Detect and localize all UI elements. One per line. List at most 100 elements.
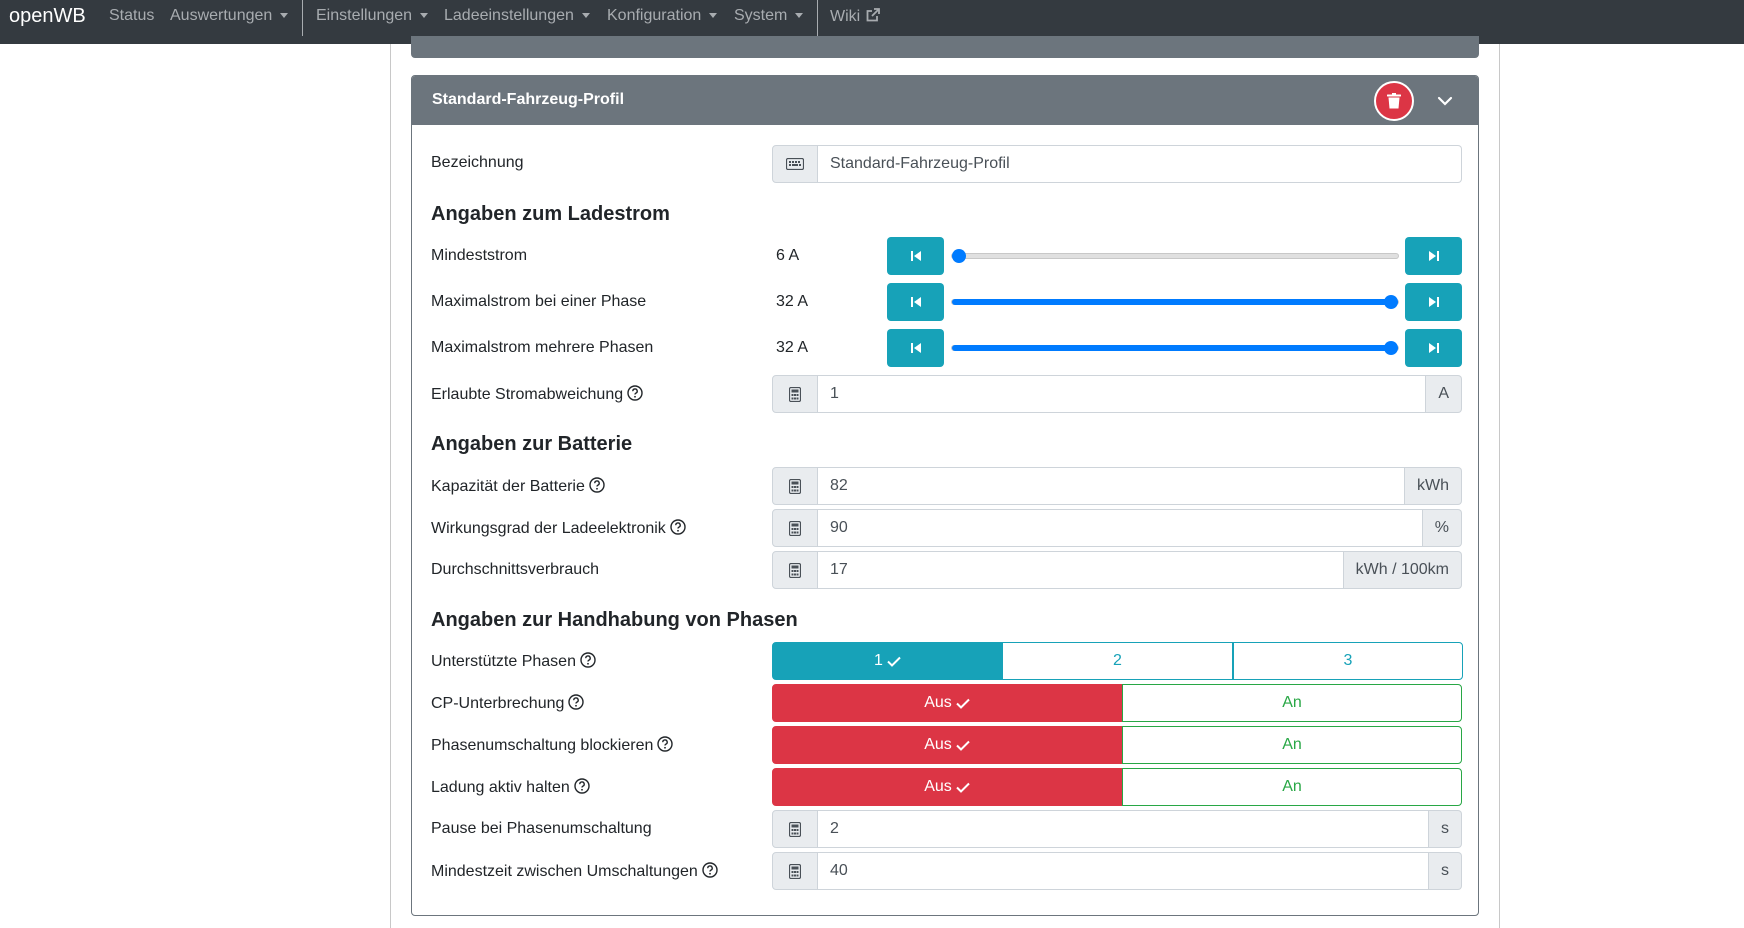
calculator-icon bbox=[789, 478, 801, 494]
section-batterie-heading: Angaben zur Batterie bbox=[431, 433, 633, 455]
max-mehrere-phasen-slider[interactable] bbox=[951, 341, 1399, 355]
ladung-aktiv-aus-button[interactable]: Aus bbox=[772, 768, 1122, 806]
nav-ladeeinstellungen[interactable]: Ladeeinstellungen bbox=[444, 7, 590, 25]
brand-logo[interactable]: openWB bbox=[9, 5, 86, 27]
nav-auswertungen[interactable]: Auswertungen bbox=[170, 7, 289, 25]
max-eine-phase-slider[interactable] bbox=[951, 295, 1399, 309]
phasenumschaltung-block-an-button[interactable]: An bbox=[1122, 726, 1462, 764]
phase-2-button[interactable]: 2 bbox=[1003, 642, 1233, 680]
wirkungsgrad-input-group: 90 % bbox=[772, 509, 1462, 547]
question-circle-icon[interactable] bbox=[568, 694, 585, 710]
stromabweichung-input-group: 1 A bbox=[772, 375, 1462, 413]
calculator-icon-box bbox=[772, 551, 818, 589]
phase-2-label: 2 bbox=[1113, 652, 1122, 669]
nav-einstellungen-label: Einstellungen bbox=[316, 7, 413, 24]
nav-system-label: System bbox=[734, 7, 788, 24]
mindestzeit-label-text: Mindestzeit zwischen Umschaltungen bbox=[431, 863, 698, 880]
mindestzeit-unit: s bbox=[1429, 852, 1462, 890]
nav-status[interactable]: Status bbox=[109, 7, 155, 24]
ladung-aktiv-an-label: An bbox=[1282, 778, 1302, 795]
mindeststrom-label: Mindeststrom bbox=[431, 247, 528, 264]
kapazitaet-input[interactable]: 82 bbox=[818, 467, 1405, 505]
ladung-aktiv-aus-label: Aus bbox=[924, 778, 952, 795]
max-eine-phase-decrease-button[interactable] bbox=[887, 283, 944, 321]
cp-unterbrechung-label: CP-Unterbrechung bbox=[431, 694, 585, 713]
phasenumschaltung-block-label: Phasenumschaltung blockieren bbox=[431, 736, 674, 755]
pause-input-group: 2 s bbox=[772, 810, 1462, 848]
max-mehrere-phasen-value: 32 A bbox=[776, 339, 809, 356]
bezeichnung-input[interactable]: Standard-Fahrzeug-Profil bbox=[818, 145, 1462, 183]
nav-auswertungen-label: Auswertungen bbox=[170, 7, 273, 24]
question-circle-icon[interactable] bbox=[580, 652, 596, 668]
verbrauch-input[interactable]: 17 bbox=[818, 551, 1344, 589]
wirkungsgrad-label-text: Wirkungsgrad der Ladeelektronik bbox=[431, 520, 666, 537]
check-icon bbox=[956, 782, 970, 793]
phase-1-button[interactable]: 1 bbox=[772, 642, 1003, 680]
stromabweichung-input[interactable]: 1 bbox=[818, 375, 1427, 413]
question-circle-icon[interactable] bbox=[702, 862, 718, 878]
nav-divider bbox=[817, 0, 818, 36]
max-eine-phase-increase-button[interactable] bbox=[1405, 283, 1462, 321]
question-circle-icon[interactable] bbox=[670, 519, 686, 535]
kapazitaet-unit: kWh bbox=[1405, 467, 1462, 505]
phase-3-button[interactable]: 3 bbox=[1233, 642, 1463, 680]
calculator-icon bbox=[789, 386, 801, 402]
question-circle-icon[interactable] bbox=[627, 385, 643, 401]
external-link-icon bbox=[866, 8, 881, 22]
caret-down-icon bbox=[420, 13, 429, 19]
wirkungsgrad-label: Wirkungsgrad der Ladeelektronik bbox=[431, 519, 686, 538]
step-backward-icon bbox=[910, 297, 921, 307]
ladung-aktiv-an-button[interactable]: An bbox=[1122, 768, 1462, 806]
mindeststrom-decrease-button[interactable] bbox=[887, 237, 944, 275]
content-border-right bbox=[1499, 44, 1500, 928]
max-mehrere-phasen-increase-button[interactable] bbox=[1405, 329, 1462, 367]
nav-system[interactable]: System bbox=[734, 7, 804, 25]
verbrauch-label: Durchschnittsverbrauch bbox=[431, 561, 600, 578]
calculator-icon-box bbox=[772, 509, 818, 547]
kapazitaet-input-group: 82 kWh bbox=[772, 467, 1462, 505]
question-circle-icon[interactable] bbox=[574, 778, 590, 794]
section-phasen-heading: Angaben zur Handhabung von Phasen bbox=[431, 609, 798, 631]
nav-wiki[interactable]: Wiki bbox=[830, 7, 881, 26]
card-header[interactable]: Standard-Fahrzeug-Profil bbox=[412, 76, 1478, 125]
section-ladestrom-heading: Angaben zum Ladestrom bbox=[431, 203, 670, 225]
wirkungsgrad-unit: % bbox=[1422, 509, 1462, 547]
nav-konfiguration[interactable]: Konfiguration bbox=[607, 7, 718, 25]
phasenumschaltung-block-aus-button[interactable]: Aus bbox=[772, 726, 1122, 764]
cp-unterbrechung-an-button[interactable]: An bbox=[1122, 684, 1462, 722]
caret-down-icon bbox=[709, 13, 718, 19]
chevron-down-icon[interactable] bbox=[1437, 93, 1453, 109]
max-eine-phase-value: 32 A bbox=[776, 293, 809, 310]
pause-input[interactable]: 2 bbox=[818, 810, 1429, 848]
question-circle-icon[interactable] bbox=[589, 477, 605, 493]
nav-einstellungen[interactable]: Einstellungen bbox=[316, 7, 429, 25]
mindeststrom-slider-thumb[interactable] bbox=[952, 249, 966, 263]
calculator-icon-box bbox=[772, 852, 818, 890]
nav-ladeeinstellungen-label: Ladeeinstellungen bbox=[444, 7, 574, 24]
ladung-aktiv-label-text: Ladung aktiv halten bbox=[431, 779, 570, 796]
step-backward-icon bbox=[910, 251, 921, 261]
check-icon bbox=[887, 656, 901, 667]
check-icon bbox=[956, 740, 970, 751]
verbrauch-input-group: 17 kWh / 100km bbox=[772, 551, 1462, 589]
caret-down-icon bbox=[280, 13, 289, 19]
calculator-icon bbox=[789, 520, 801, 536]
max-mehrere-phasen-decrease-button[interactable] bbox=[887, 329, 944, 367]
phasenumschaltung-block-an-label: An bbox=[1282, 736, 1302, 753]
ladung-aktiv-button-group: Aus An bbox=[772, 768, 1462, 806]
cp-unterbrechung-an-label: An bbox=[1282, 694, 1302, 711]
nav-konfiguration-label: Konfiguration bbox=[607, 7, 702, 24]
cp-unterbrechung-aus-button[interactable]: Aus bbox=[772, 684, 1122, 722]
delete-button[interactable] bbox=[1374, 81, 1414, 121]
mindeststrom-increase-button[interactable] bbox=[1405, 237, 1462, 275]
bezeichnung-label: Bezeichnung bbox=[431, 154, 524, 171]
kapazitaet-label-text: Kapazität der Batterie bbox=[431, 478, 585, 495]
wirkungsgrad-input[interactable]: 90 bbox=[818, 509, 1423, 547]
max-mehrere-phasen-slider-thumb[interactable] bbox=[1384, 341, 1398, 355]
question-circle-icon[interactable] bbox=[657, 736, 674, 752]
max-eine-phase-slider-thumb[interactable] bbox=[1384, 295, 1398, 309]
mindestzeit-input[interactable]: 40 bbox=[818, 852, 1429, 890]
previous-card-footer bbox=[411, 36, 1479, 58]
mindeststrom-slider[interactable] bbox=[951, 249, 1399, 263]
mindeststrom-value: 6 A bbox=[776, 247, 800, 264]
